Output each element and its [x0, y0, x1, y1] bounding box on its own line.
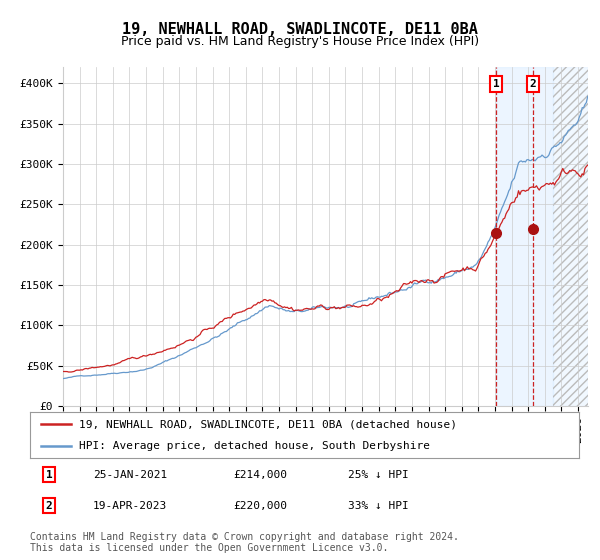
Text: Contains HM Land Registry data © Crown copyright and database right 2024.
This d: Contains HM Land Registry data © Crown c…	[30, 531, 459, 553]
Text: 2: 2	[530, 79, 536, 89]
Text: 19-APR-2023: 19-APR-2023	[93, 501, 167, 511]
Bar	[553, 67, 588, 406]
Text: 19, NEWHALL ROAD, SWADLINCOTE, DE11 0BA: 19, NEWHALL ROAD, SWADLINCOTE, DE11 0BA	[122, 22, 478, 38]
Text: 33% ↓ HPI: 33% ↓ HPI	[349, 501, 409, 511]
Text: 19, NEWHALL ROAD, SWADLINCOTE, DE11 0BA (detached house): 19, NEWHALL ROAD, SWADLINCOTE, DE11 0BA …	[79, 419, 457, 430]
Text: Price paid vs. HM Land Registry's House Price Index (HPI): Price paid vs. HM Land Registry's House …	[121, 35, 479, 48]
Text: 1: 1	[493, 79, 499, 89]
Text: 2: 2	[46, 501, 53, 511]
Text: £214,000: £214,000	[233, 470, 287, 480]
Text: 25-JAN-2021: 25-JAN-2021	[93, 470, 167, 480]
Text: 25% ↓ HPI: 25% ↓ HPI	[349, 470, 409, 480]
Bar	[496, 67, 553, 406]
Text: 1: 1	[46, 470, 53, 480]
Text: £220,000: £220,000	[233, 501, 287, 511]
Text: HPI: Average price, detached house, South Derbyshire: HPI: Average price, detached house, Sout…	[79, 441, 430, 451]
Bar	[553, 67, 588, 406]
